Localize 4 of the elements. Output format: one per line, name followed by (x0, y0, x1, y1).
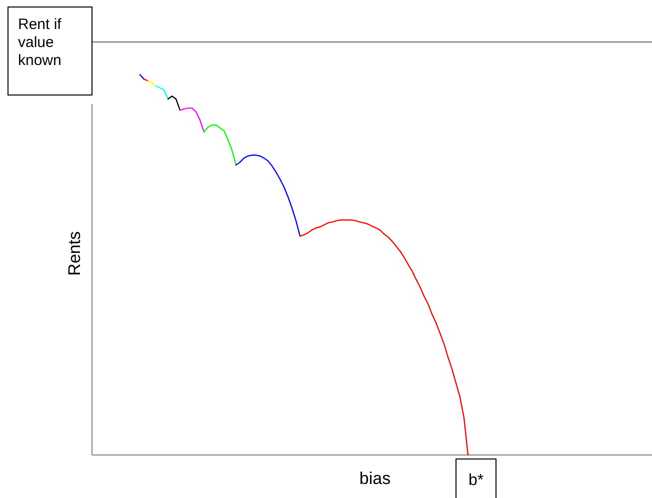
text: Rent if value known (18, 16, 62, 69)
y-axis-title: Rents (65, 231, 84, 276)
text: b* (468, 472, 484, 489)
x-axis-title: bias (359, 469, 391, 488)
